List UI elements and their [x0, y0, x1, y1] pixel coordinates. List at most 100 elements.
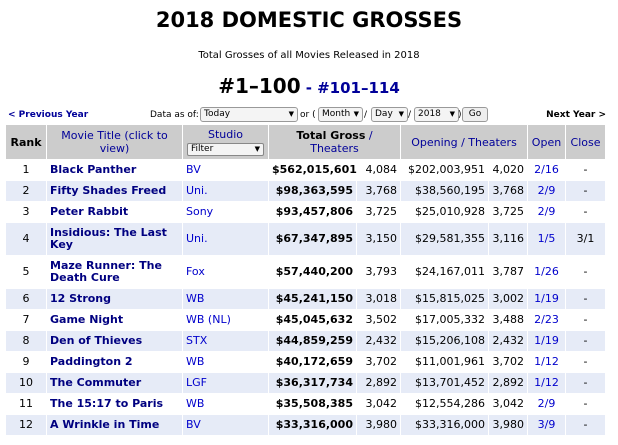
close-date: - [565, 351, 606, 373]
next-year-link[interactable]: Next Year > [546, 110, 606, 120]
opening-gross: $33,316,000 [400, 414, 489, 436]
studio-link[interactable]: WB [182, 393, 269, 415]
opening-gross: $29,581,355 [400, 222, 489, 256]
opening-gross: $38,560,195 [400, 180, 489, 202]
close-date: - [565, 255, 606, 289]
previous-year-link[interactable]: < Previous Year [8, 110, 89, 120]
rank: 7 [5, 309, 47, 331]
theaters: 3,793 [356, 255, 401, 289]
studio-header-link[interactable]: Studio [207, 128, 244, 141]
theaters-header-link[interactable]: / Theaters [310, 129, 373, 155]
data-as-of-label: Data as of: [150, 110, 199, 120]
movie-title-link[interactable]: 12 Strong [46, 288, 183, 310]
opening-theaters: 3,116 [488, 222, 528, 256]
open-date-link[interactable]: 1/19 [527, 330, 566, 352]
movie-title-link[interactable]: Game Night [46, 309, 183, 331]
gross-header-link[interactable]: Total Gross [296, 129, 366, 142]
theaters: 2,892 [356, 372, 401, 394]
open-date-link[interactable]: 2/16 [527, 159, 566, 181]
header-row: Rank Movie Title (click to view) Studio F… [5, 124, 606, 160]
open-date-link[interactable]: 1/26 [527, 255, 566, 289]
theaters: 3,042 [356, 393, 401, 415]
movie-title-link[interactable]: Maze Runner: The Death Cure [46, 255, 183, 289]
movie-row: 8 Den of Thieves STX $44,859,259 2,432 $15,20… [5, 330, 606, 352]
studio-link[interactable]: BV [182, 414, 269, 436]
total-gross: $40,172,659 [268, 351, 357, 373]
studio-link[interactable]: Fox [182, 255, 269, 289]
rank: 6 [5, 288, 47, 310]
theaters: 3,150 [356, 222, 401, 256]
open-date-link[interactable]: 1/12 [527, 351, 566, 373]
movie-title-link[interactable]: The Commuter [46, 372, 183, 394]
open-date-link[interactable]: 1/19 [527, 288, 566, 310]
rank: 3 [5, 201, 47, 223]
open-date-link[interactable]: 2/9 [527, 201, 566, 223]
theaters: 3,702 [356, 351, 401, 373]
rank: 4 [5, 222, 47, 256]
studio-link[interactable]: BV [182, 159, 269, 181]
next-range-link[interactable]: #101–114 [317, 79, 400, 97]
opening-header[interactable]: Opening / Theaters [400, 124, 528, 160]
studio-link[interactable]: Uni. [182, 180, 269, 202]
close-header[interactable]: Close [565, 124, 606, 160]
movie-row: 11 The 15:17 to Paris WB $35,508,385 3,042 $1… [5, 393, 606, 415]
close-date: - [565, 288, 606, 310]
opening-theaters: 2,892 [488, 372, 528, 394]
opening-theaters: 4,020 [488, 159, 528, 181]
movie-title-link[interactable]: Den of Thieves [46, 330, 183, 352]
go-button[interactable]: Go [462, 107, 488, 122]
studio-link[interactable]: Uni. [182, 222, 269, 256]
total-gross: $45,045,632 [268, 309, 357, 331]
movie-title-link[interactable]: Black Panther [46, 159, 183, 181]
month-select[interactable]: Month [318, 107, 363, 122]
studio-link[interactable]: WB (NL) [182, 309, 269, 331]
opening-theaters: 3,002 [488, 288, 528, 310]
movie-title-link[interactable]: Insidious: The Last Key [46, 222, 183, 256]
movie-row: 6 12 Strong WB $45,241,150 3,018 $15,815,025 3… [5, 288, 606, 310]
movie-row: 9 Paddington 2 WB $40,172,659 3,702 $11,001,9… [5, 351, 606, 373]
movie-title-link[interactable]: A Wrinkle in Time [46, 414, 183, 436]
rank: 2 [5, 180, 47, 202]
studio-link[interactable]: STX [182, 330, 269, 352]
close-date: - [565, 201, 606, 223]
open-date-link[interactable]: 2/9 [527, 393, 566, 415]
open-date-link[interactable]: 2/23 [527, 309, 566, 331]
rank: 12 [5, 414, 47, 436]
studio-link[interactable]: WB [182, 288, 269, 310]
close-date: - [565, 330, 606, 352]
studio-filter[interactable]: Filter [187, 143, 264, 156]
rank: 10 [5, 372, 47, 394]
open-date-link[interactable]: 1/5 [527, 222, 566, 256]
theaters: 3,768 [356, 180, 401, 202]
total-gross: $562,015,601 [268, 159, 357, 181]
movie-title-link[interactable]: Paddington 2 [46, 351, 183, 373]
total-gross: $98,363,595 [268, 180, 357, 202]
theaters: 3,980 [356, 414, 401, 436]
movie-title-link[interactable]: Fifty Shades Freed [46, 180, 183, 202]
day-select[interactable]: Day [371, 107, 408, 122]
studio-link[interactable]: WB [182, 351, 269, 373]
opening-theaters: 3,488 [488, 309, 528, 331]
table-body: 1 Black Panther BV $562,015,601 4,084 $202,00… [5, 159, 606, 436]
separator: - [305, 79, 312, 97]
date-select[interactable]: Today [200, 107, 298, 122]
movie-title-link[interactable]: Peter Rabbit [46, 201, 183, 223]
opening-theaters: 3,042 [488, 393, 528, 415]
movie-row: 3 Peter Rabbit Sony $93,457,806 3,725 $25,010… [5, 201, 606, 223]
open-header[interactable]: Open [527, 124, 566, 160]
open-date-link[interactable]: 2/9 [527, 180, 566, 202]
studio-link[interactable]: Sony [182, 201, 269, 223]
opening-theaters: 3,980 [488, 414, 528, 436]
open-date-link[interactable]: 1/12 [527, 372, 566, 394]
close-date: - [565, 180, 606, 202]
or-label: or ( [300, 110, 316, 120]
year-select[interactable]: 2018 [414, 107, 459, 122]
close-date: - [565, 414, 606, 436]
open-date-link[interactable]: 3/9 [527, 414, 566, 436]
studio-link[interactable]: LGF [182, 372, 269, 394]
range-line: #1–100 - #101–114 [0, 74, 618, 98]
title-header[interactable]: Movie Title (click to view) [46, 124, 183, 160]
close-date: - [565, 372, 606, 394]
movie-title-link[interactable]: The 15:17 to Paris [46, 393, 183, 415]
